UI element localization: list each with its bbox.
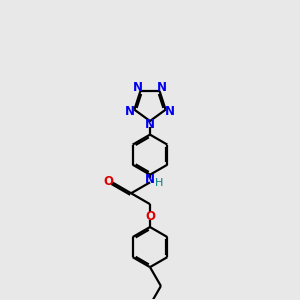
Text: N: N <box>125 104 135 118</box>
Text: H: H <box>155 178 163 188</box>
Text: N: N <box>157 81 167 94</box>
Text: N: N <box>145 173 155 186</box>
Text: N: N <box>165 104 175 118</box>
Text: O: O <box>145 210 155 223</box>
Text: N: N <box>145 118 155 131</box>
Text: N: N <box>133 81 143 94</box>
Text: O: O <box>103 175 113 188</box>
